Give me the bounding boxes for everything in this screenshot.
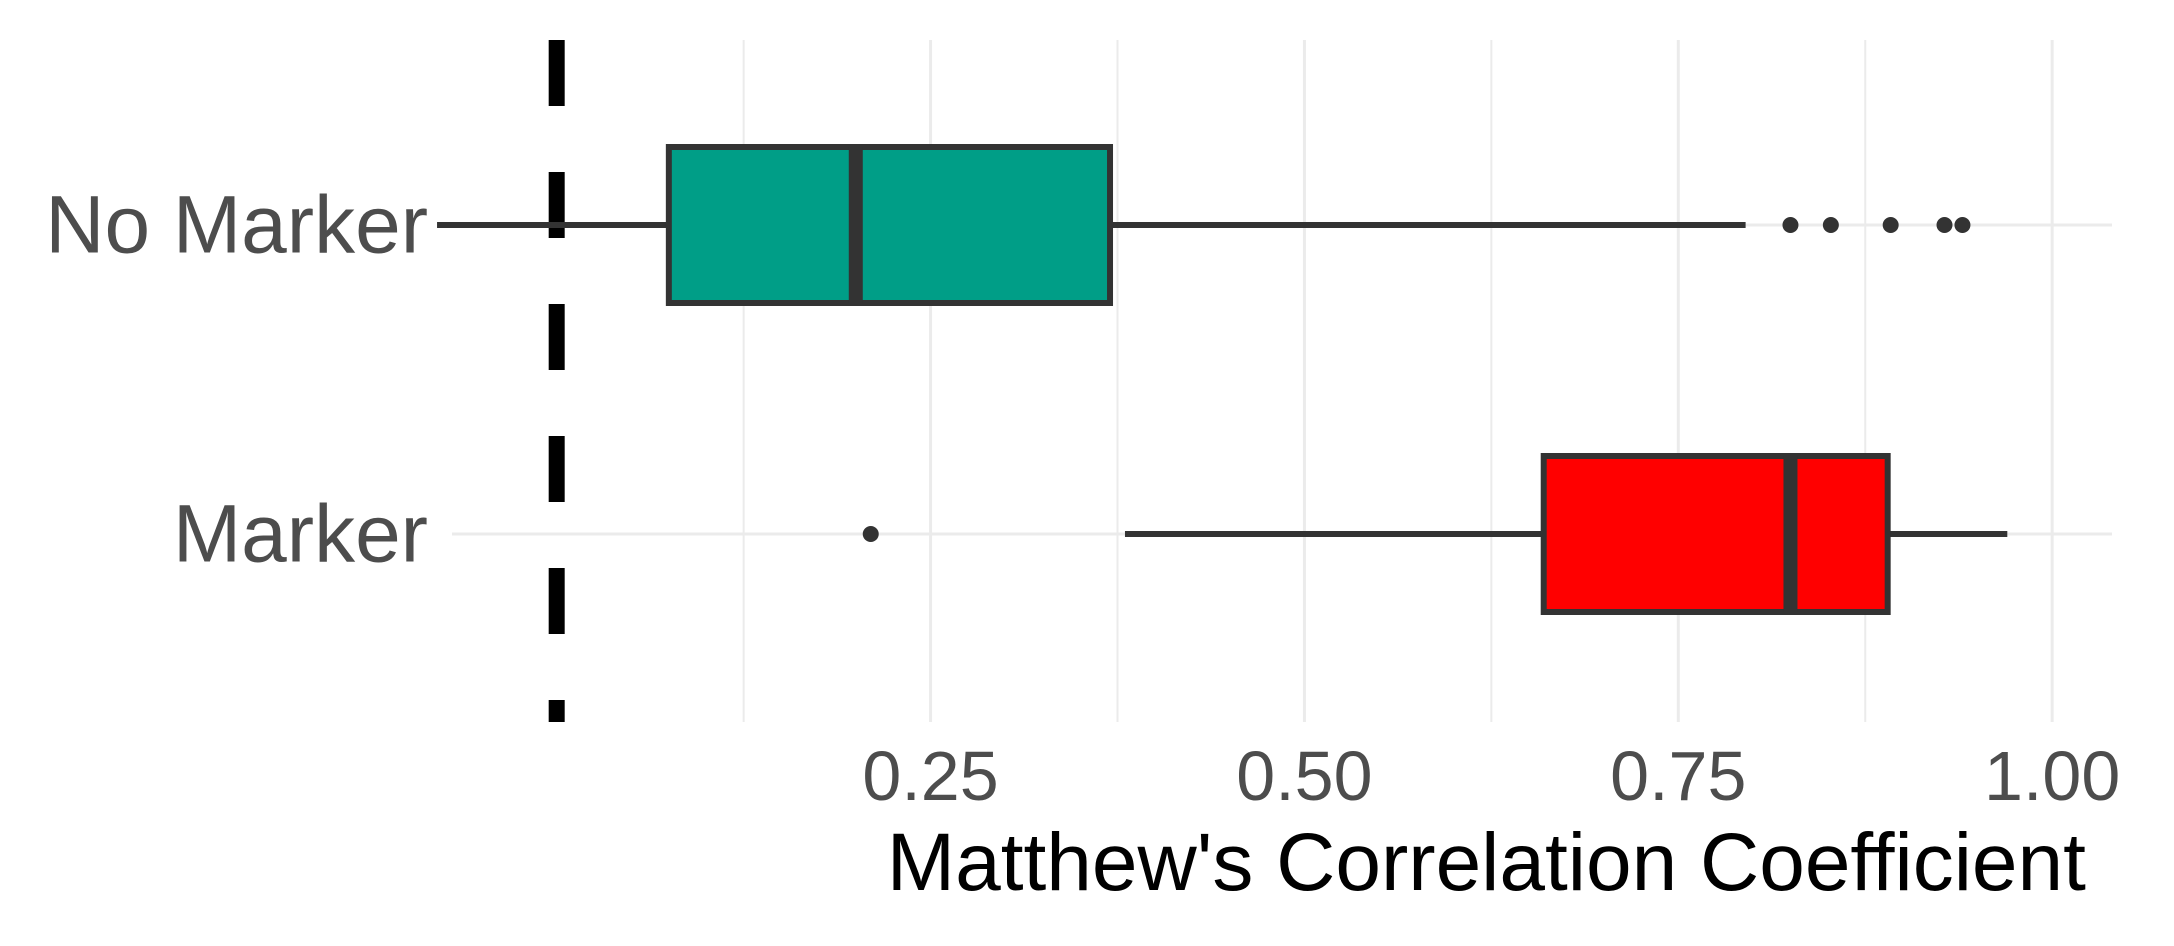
- outlier-point: [1936, 217, 1953, 233]
- box-no-marker: [437, 144, 1971, 306]
- outlier-point: [1954, 217, 1971, 233]
- iqr-box: [1540, 453, 1891, 615]
- x-tick-labels: 0.25 0.50 0.75 1.00: [862, 737, 2120, 815]
- y-category-label: Marker: [173, 489, 428, 580]
- y-category-label: No Marker: [45, 180, 428, 271]
- x-tick-label: 0.25: [862, 737, 998, 815]
- box-marker: [862, 453, 2008, 615]
- grid-lines: [452, 40, 2112, 722]
- x-tick-label: 0.50: [1236, 737, 1372, 815]
- outlier-point: [1782, 217, 1799, 233]
- boxes-layer: [437, 144, 2008, 615]
- x-tick-label: 0.75: [1610, 737, 1746, 815]
- outlier-point: [1822, 217, 1839, 233]
- category-labels: No Marker Marker: [45, 180, 428, 580]
- x-axis-title: Matthew's Correlation Coefficient: [887, 817, 2086, 908]
- outlier-point: [862, 526, 879, 542]
- iqr-box: [665, 144, 1114, 306]
- outlier-point: [1882, 217, 1899, 233]
- x-tick-label: 1.00: [1984, 737, 2120, 815]
